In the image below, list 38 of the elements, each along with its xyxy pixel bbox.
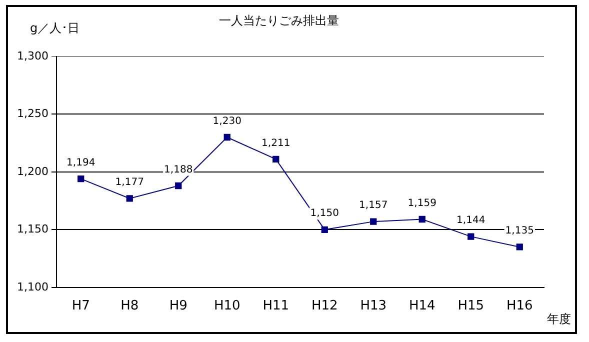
x-tick-label: H15	[458, 298, 484, 314]
data-label: 1,230	[212, 116, 242, 127]
point	[175, 182, 182, 190]
point	[468, 233, 474, 240]
y-axis-title: g／人･日	[30, 21, 80, 36]
y-tick-label: 1,250	[16, 107, 48, 120]
point	[418, 216, 426, 223]
data-label: 1,188	[164, 164, 193, 176]
x-axis-title: 年度	[547, 312, 571, 326]
x-tick-label: H10	[214, 298, 240, 314]
chart-title: 一人当たりごみ排出量	[219, 13, 339, 28]
data-label: 1,135	[505, 226, 534, 237]
y-tick-label: 1,300	[16, 49, 48, 62]
point	[224, 134, 230, 141]
point	[321, 226, 328, 233]
x-tick-label: H7	[72, 298, 90, 314]
y-tick-label: 1,100	[16, 280, 48, 294]
data-label: 1,157	[359, 200, 388, 212]
point	[370, 218, 377, 225]
point	[516, 244, 523, 250]
data-label: 1,211	[262, 138, 290, 149]
y-tick-label: 1,200	[16, 164, 48, 178]
point	[78, 176, 84, 182]
data-label: 1,177	[115, 177, 144, 188]
data-label: 1,150	[310, 208, 339, 220]
x-tick-label: H11	[262, 298, 290, 314]
data-label: 1,194	[66, 157, 96, 168]
x-tick-label: H12	[311, 298, 338, 314]
data-label: 1,144	[456, 215, 486, 226]
x-tick-label: H16	[506, 298, 533, 314]
data-label: 1,159	[408, 198, 436, 209]
y-tick-label: 1,150	[16, 222, 48, 236]
x-tick-label: H14	[408, 298, 436, 314]
point	[272, 156, 280, 163]
x-tick-label: H9	[169, 298, 188, 314]
x-tick-label: H13	[360, 298, 387, 314]
point	[126, 195, 133, 202]
x-tick-label: H8	[120, 298, 139, 314]
